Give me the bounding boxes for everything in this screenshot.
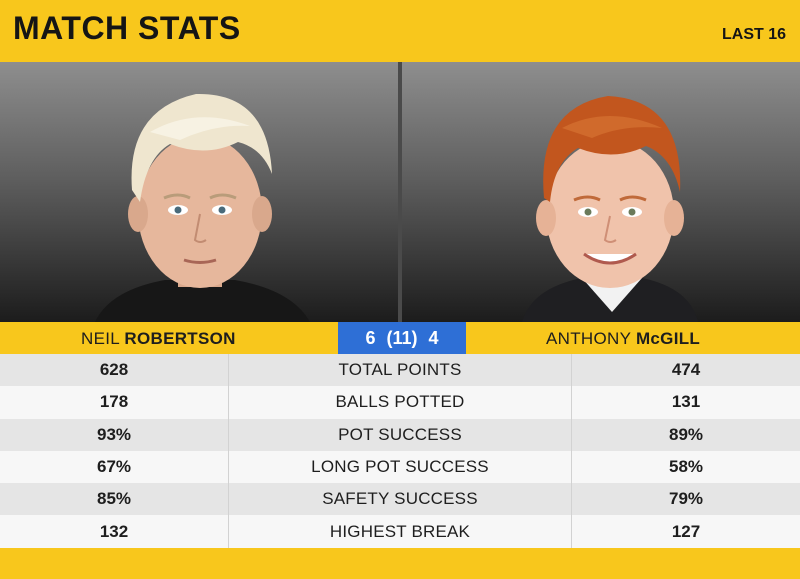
stat-row: 178 BALLS POTTED 131 bbox=[0, 386, 800, 419]
stat-row: 85% SAFETY SUCCESS 79% bbox=[0, 483, 800, 516]
stats-table: 628 TOTAL POINTS 474 178 BALLS POTTED 13… bbox=[0, 354, 800, 548]
stat-value-right: 58% bbox=[668, 457, 704, 477]
match-score: 6 (11) 4 bbox=[338, 322, 466, 354]
photo-divider bbox=[398, 62, 402, 322]
stat-value-left: 628 bbox=[99, 360, 129, 380]
stat-label: SAFETY SUCCESS bbox=[228, 483, 572, 516]
stat-label: POT SUCCESS bbox=[228, 418, 572, 451]
player-first-name-right: ANTHONY bbox=[546, 329, 631, 348]
stat-value-left: 85% bbox=[96, 489, 132, 509]
footer-bar bbox=[0, 548, 800, 579]
stat-label: TOTAL POINTS bbox=[228, 354, 572, 387]
player-photo-left bbox=[0, 62, 398, 322]
stat-value-right: 131 bbox=[671, 392, 701, 412]
stat-label: HIGHEST BREAK bbox=[228, 515, 572, 548]
stat-row: 67% LONG POT SUCCESS 58% bbox=[0, 450, 800, 484]
stat-value-left: 132 bbox=[99, 521, 129, 541]
stat-row: 132 HIGHEST BREAK 127 bbox=[0, 515, 800, 548]
stat-value-left: 178 bbox=[99, 392, 129, 412]
stat-value-left: 67% bbox=[96, 457, 132, 477]
stat-value-left: 93% bbox=[96, 424, 132, 444]
player-last-name-left: ROBERTSON bbox=[124, 329, 236, 348]
header-bar: MATCH STATS LAST 16 bbox=[0, 0, 800, 62]
player-photo-right bbox=[402, 62, 800, 322]
stat-label: BALLS POTTED bbox=[228, 386, 572, 419]
stat-row: 628 TOTAL POINTS 474 bbox=[0, 354, 800, 387]
player-name-right: ANTHONY McGILL bbox=[546, 329, 700, 349]
stat-value-right: 79% bbox=[668, 489, 704, 509]
player-name-left: NEIL ROBERTSON bbox=[81, 329, 236, 349]
player-last-name-right: McGILL bbox=[635, 329, 701, 348]
stat-value-right: 474 bbox=[671, 360, 701, 380]
player-portrait-right bbox=[522, 96, 698, 322]
round-label: LAST 16 bbox=[721, 26, 786, 43]
player-first-name-left: NEIL bbox=[81, 329, 120, 348]
player-portrait-left bbox=[95, 93, 310, 322]
stat-label: LONG POT SUCCESS bbox=[228, 450, 572, 484]
stat-value-right: 127 bbox=[671, 521, 701, 541]
player-photos bbox=[0, 62, 800, 322]
stat-value-right: 89% bbox=[668, 424, 704, 444]
stat-row: 93% POT SUCCESS 89% bbox=[0, 418, 800, 451]
page-title: MATCH STATS bbox=[13, 10, 241, 46]
